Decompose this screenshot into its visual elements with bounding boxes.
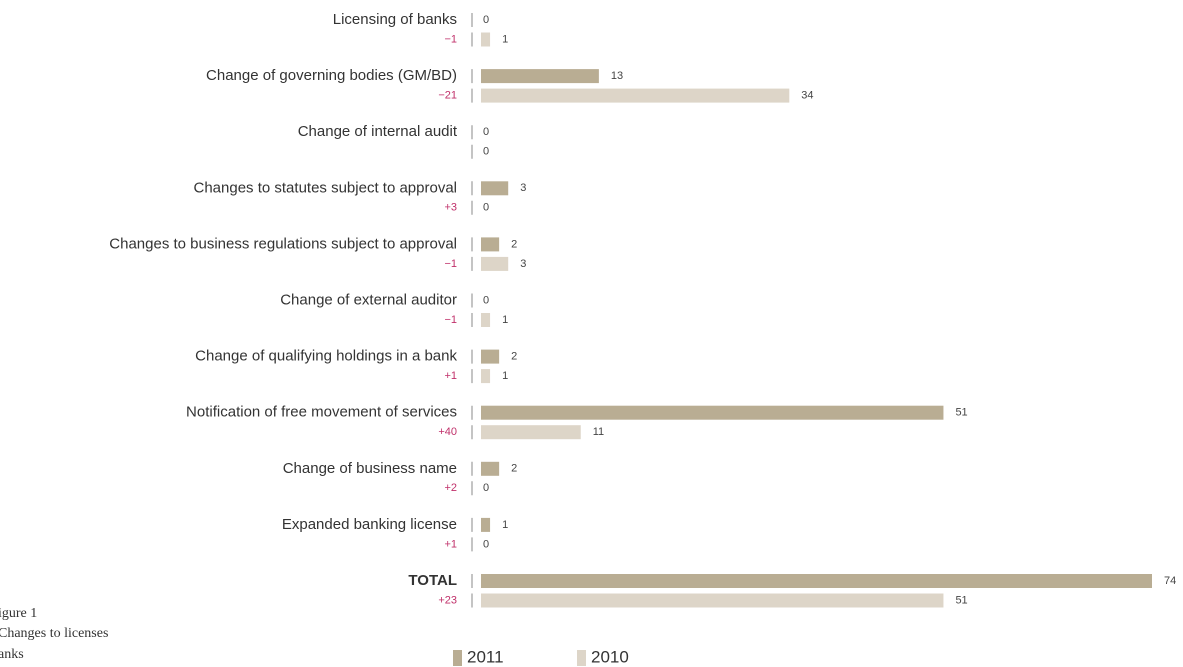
- category-label: Change of qualifying holdings in a bank: [195, 348, 457, 365]
- category-label: Change of external auditor: [280, 291, 457, 308]
- category-label: Notification of free movement of service…: [186, 404, 457, 421]
- category-label: Changes to business regulations subject …: [109, 235, 457, 252]
- category-label: Changes to statutes subject to approval: [194, 179, 458, 196]
- bar: [481, 593, 944, 608]
- bar: [481, 517, 491, 532]
- value-label: 1: [502, 33, 508, 45]
- change-label: +2: [444, 482, 457, 494]
- category-label: Licensing of banks: [333, 11, 457, 28]
- legend-swatch: [453, 650, 462, 666]
- change-label: +1: [444, 538, 457, 550]
- category-label: Expanded banking license: [282, 516, 457, 533]
- change-label: +23: [438, 594, 457, 606]
- bar: [481, 405, 944, 420]
- category-label: Change of governing bodies (GM/BD): [206, 67, 457, 84]
- bar: [481, 313, 491, 327]
- legend-swatch: [577, 650, 586, 666]
- change-label: −1: [444, 258, 457, 270]
- legend-label: 2011: [467, 647, 504, 666]
- value-label: 3: [520, 258, 526, 270]
- bar: [481, 69, 599, 84]
- value-label: 0: [483, 126, 489, 138]
- value-label: 0: [483, 146, 489, 158]
- value-label: 0: [483, 538, 489, 550]
- bar: [481, 574, 1152, 588]
- bar: [481, 181, 509, 196]
- bar: [481, 237, 500, 252]
- change-label: +3: [444, 202, 457, 214]
- value-label: 11: [593, 426, 604, 438]
- legend-label: 2010: [591, 647, 629, 666]
- value-label: 34: [801, 90, 813, 102]
- change-label: +1: [444, 370, 457, 382]
- category-label: Change of business name: [283, 460, 457, 477]
- value-label: 2: [511, 351, 517, 363]
- bar: [481, 88, 790, 103]
- bar: [481, 461, 500, 476]
- value-label: 1: [502, 519, 508, 531]
- value-label: 1: [502, 370, 508, 382]
- caption: anks: [0, 647, 24, 662]
- change-label: −21: [438, 90, 457, 102]
- value-label: 2: [511, 463, 517, 475]
- bar: [481, 425, 581, 440]
- caption: igure 1: [0, 606, 37, 621]
- category-label: Change of internal audit: [298, 123, 458, 140]
- value-label: 0: [483, 202, 489, 214]
- bar: [481, 369, 491, 384]
- change-label: −1: [444, 314, 457, 326]
- bar: [481, 349, 500, 364]
- category-label: TOTAL: [408, 572, 457, 589]
- value-label: 0: [483, 14, 489, 26]
- value-label: 74: [1164, 575, 1176, 587]
- change-label: +40: [438, 426, 457, 438]
- value-label: 0: [483, 482, 489, 494]
- value-label: 51: [955, 594, 967, 606]
- change-label: −1: [444, 33, 457, 45]
- caption: Changes to licenses: [0, 626, 108, 641]
- bar: [481, 32, 491, 47]
- value-label: 13: [611, 70, 623, 82]
- value-label: 3: [520, 182, 526, 194]
- bar: [481, 256, 509, 271]
- value-label: 1: [502, 314, 508, 326]
- value-label: 51: [955, 407, 967, 419]
- value-label: 0: [483, 294, 489, 306]
- value-label: 2: [511, 238, 517, 250]
